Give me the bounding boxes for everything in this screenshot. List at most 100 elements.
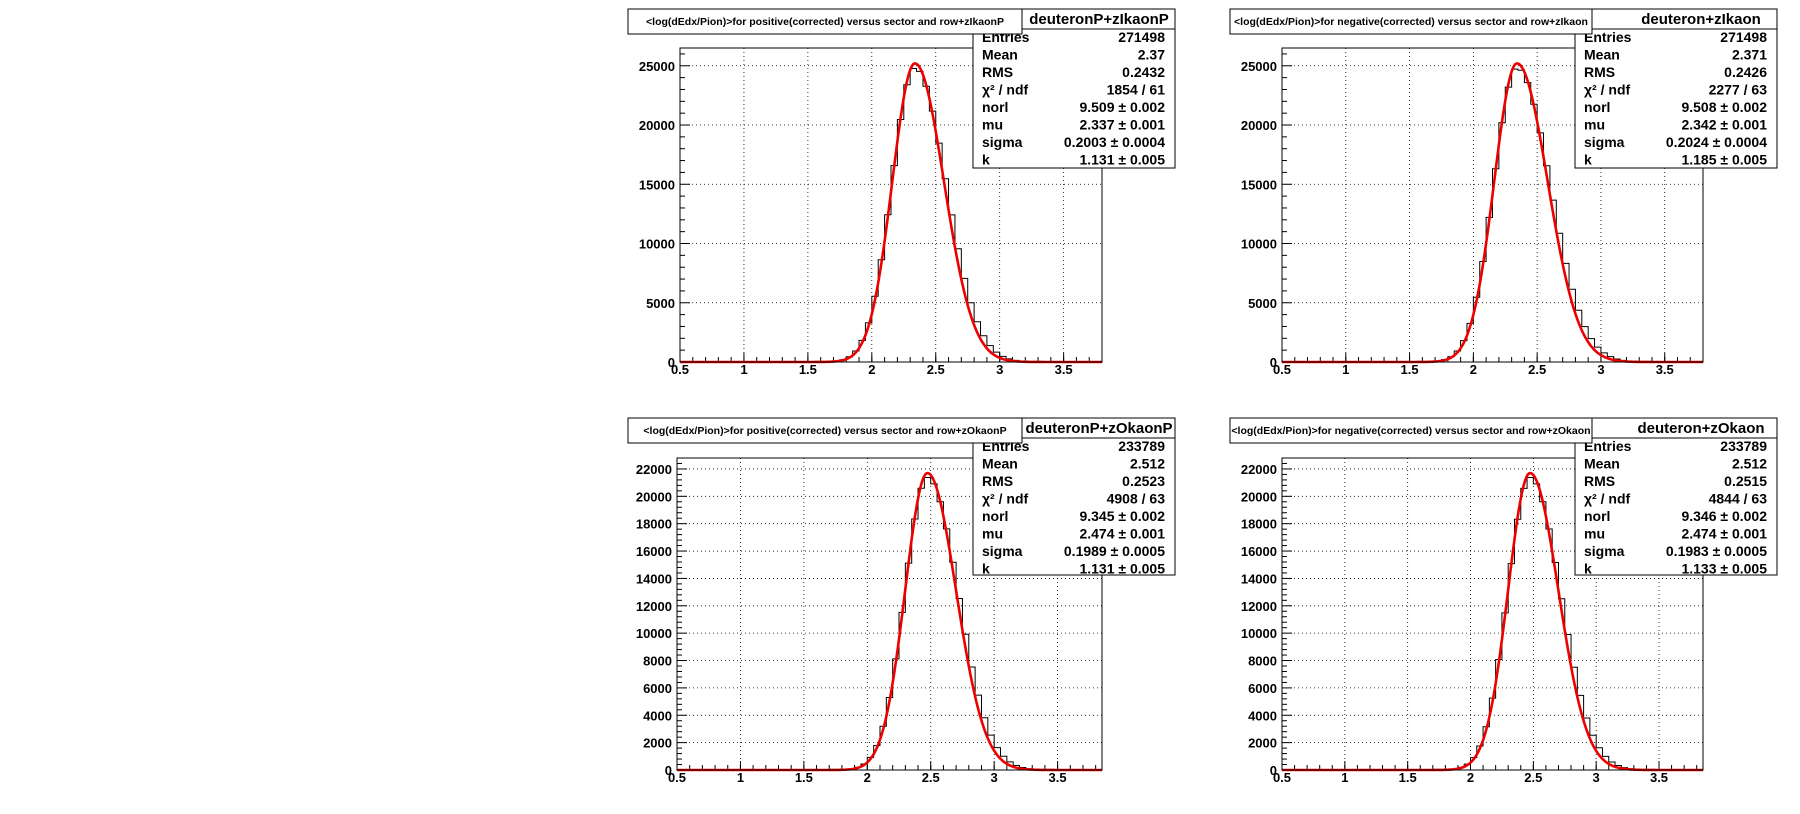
stats-label: RMS [1584,473,1615,489]
stats-label: k [982,561,990,577]
stats-value: 2.474 ± 0.001 [1681,526,1767,542]
stats-value: 1854 / 61 [1107,82,1166,98]
x-tick-label: 3.5 [1055,362,1073,377]
stats-value: 1.131 ± 0.005 [1079,152,1165,168]
stats-label: mu [1584,526,1605,542]
plot-frame [1281,47,1704,363]
x-tick-label: 3 [996,362,1003,377]
x-tick-label: 0.5 [1273,362,1291,377]
y-tick-label: 22000 [1241,462,1277,477]
x-tick-label: 1.5 [795,770,813,785]
stats-label: norl [1584,508,1610,524]
chart-title: <log(dEdx/Pion)>for negative(corrected) … [1234,16,1588,28]
stats-box [1574,8,1778,169]
x-tick-label: 2.5 [927,362,945,377]
stats-label: norl [982,99,1008,115]
stats-value: 0.2024 ± 0.0004 [1666,134,1767,150]
y-tick-label: 0 [1270,355,1277,370]
y-tick-label: 2000 [643,736,672,751]
stats-value: 9.508 ± 0.002 [1681,99,1767,115]
stats-value: 9.509 ± 0.002 [1079,99,1165,115]
x-tick-label: 2.5 [1528,362,1546,377]
stats-value: 2277 / 63 [1709,82,1768,98]
chart-title: <log(dEdx/Pion)>for positive(corrected) … [643,425,1006,437]
stats-value: 0.2426 [1724,64,1767,80]
y-tick-label: 16000 [636,544,672,559]
stats-box [972,8,1176,169]
x-tick-label: 3.5 [1650,770,1668,785]
x-tick-label: 0.5 [668,770,686,785]
y-tick-label: 14000 [636,571,672,586]
x-tick-label: 2.5 [922,770,940,785]
stats-label: sigma [982,543,1023,559]
histogram-panel-3: 0.5 1 1.5 2 2.5 3 3.5 0 2000 4000 6000 8000 10000 120… [627,417,1176,785]
y-tick-label: 10000 [639,237,675,252]
y-tick-label: 0 [1270,763,1277,778]
x-tick-label: 1 [1342,362,1349,377]
y-tick-label: 20000 [636,489,672,504]
x-tick-label: 1 [740,362,747,377]
x-tick-label: 1 [1341,770,1348,785]
x-tick-label: 0.5 [671,362,689,377]
x-tick-label: 3.5 [1656,362,1674,377]
x-tick-label: 2 [868,362,875,377]
stats-label: mu [1584,117,1605,133]
stats-value: 1.131 ± 0.005 [1079,561,1165,577]
stats-value: 271498 [1118,29,1165,45]
stats-label: norl [982,508,1008,524]
stats-label: Mean [982,456,1018,472]
stats-label: χ² / ndf [982,82,1028,98]
y-tick-label: 20000 [639,118,675,133]
stats-value: 2.371 [1732,47,1767,63]
stats-value: 0.1983 ± 0.0005 [1666,543,1767,559]
y-tick-label: 4000 [643,708,672,723]
y-tick-label: 20000 [1241,118,1277,133]
stats-value: 2.337 ± 0.001 [1079,117,1165,133]
stats-name: deuteron+zOkaon [1637,420,1764,437]
chart-title: <log(dEdx/Pion)>for negative(corrected) … [1231,425,1590,437]
stats-label: χ² / ndf [1584,491,1630,507]
y-tick-label: 5000 [646,296,675,311]
stats-value: 2.342 ± 0.001 [1681,117,1767,133]
stats-value: 233789 [1118,438,1165,454]
stats-label: k [982,152,990,168]
y-tick-label: 15000 [639,177,675,192]
x-tick-label: 2 [864,770,871,785]
stats-label: sigma [1584,134,1625,150]
x-tick-label: 1.5 [799,362,817,377]
y-tick-label: 8000 [1248,654,1277,669]
y-tick-label: 12000 [1241,599,1277,614]
y-tick-label: 22000 [636,462,672,477]
x-tick-label: 1 [737,770,744,785]
y-tick-label: 4000 [1248,708,1277,723]
stats-value: 2.474 ± 0.001 [1079,526,1165,542]
y-tick-label: 18000 [1241,517,1277,532]
stats-value: 0.1989 ± 0.0005 [1064,543,1165,559]
title-box [1229,8,1593,35]
stats-label: mu [982,117,1003,133]
stats-value: 2.37 [1138,47,1165,63]
stats-label: χ² / ndf [1584,82,1630,98]
stats-value: 0.2003 ± 0.0004 [1064,134,1165,150]
y-tick-label: 14000 [1241,571,1277,586]
stats-label: Mean [1584,456,1620,472]
y-tick-label: 20000 [1241,489,1277,504]
y-tick-label: 6000 [1248,681,1277,696]
stats-label: RMS [1584,64,1615,80]
x-tick-label: 2 [1467,770,1474,785]
stats-value: 2.512 [1732,456,1767,472]
stats-value: 9.346 ± 0.002 [1681,508,1767,524]
stats-label: RMS [982,473,1013,489]
x-tick-label: 1.5 [1399,770,1417,785]
histogram-panel-4: 0.5 1 1.5 2 2.5 3 3.5 0 2000 4000 6000 8000 10000 120… [1229,417,1778,785]
x-tick-label: 3 [991,770,998,785]
y-tick-label: 12000 [636,599,672,614]
stats-label: k [1584,561,1592,577]
stats-value: 0.2515 [1724,473,1767,489]
y-tick-label: 8000 [643,654,672,669]
histogram-panel-1: 0.5 1 1.5 2 2.5 3 3.5 0 5000 10000 15000 20000 25000… [627,8,1176,377]
stats-label: Entries [1584,29,1632,45]
plot-frame [1281,457,1704,771]
x-tick-label: 3 [1593,770,1600,785]
